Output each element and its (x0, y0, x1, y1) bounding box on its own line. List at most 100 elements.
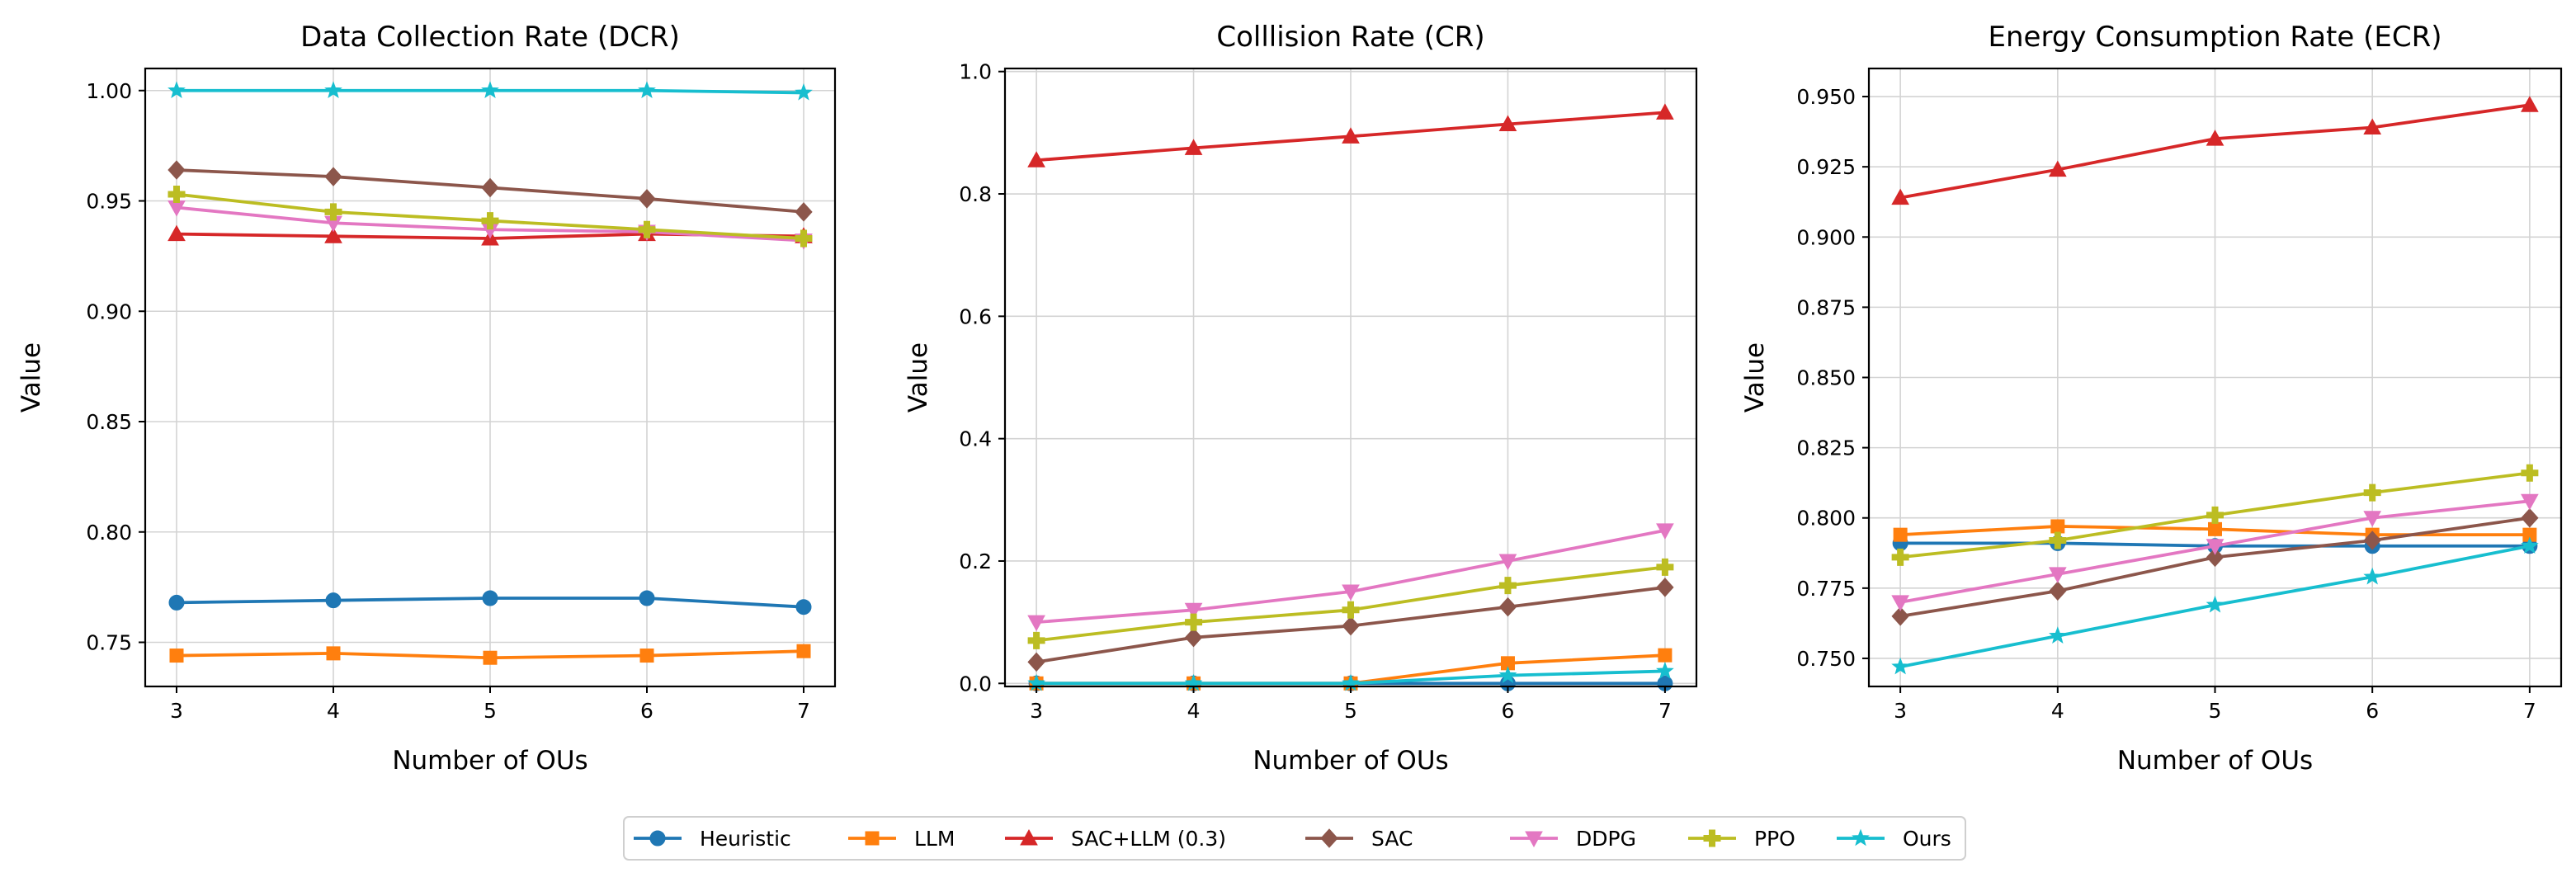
series-heuristic (168, 590, 812, 616)
data-point-ddpg (2206, 539, 2225, 555)
legend-marker-sac (1320, 828, 1338, 848)
data-point-ddpg (1891, 595, 1909, 611)
series-llm (169, 644, 811, 665)
chart-3: 3 4 5 6 7 0.750 0.775 0.800 0.825 0.850 0.875 0.900… (1740, 21, 2563, 776)
data-point-ppo (1342, 601, 1360, 619)
legend-label: SAC (1371, 827, 1413, 851)
data-point-sac (1891, 606, 1909, 626)
data-point-ours (481, 81, 499, 98)
x-tick-label: 7 (797, 699, 810, 723)
series-ppo (167, 185, 813, 248)
data-point-ours (2206, 595, 2225, 613)
data-point-ddpg (1656, 523, 1674, 540)
data-point-heuristic (325, 592, 342, 609)
data-point-llm (483, 650, 498, 665)
legend-item-ours: Ours (1837, 827, 1951, 851)
y-tick-label: 0.95 (86, 190, 132, 214)
series-sac (167, 160, 813, 222)
series-sac-llm-0-3 (1027, 103, 1674, 167)
data-point-sac (2206, 547, 2225, 568)
data-point-sac-llm-0-3 (1656, 103, 1674, 120)
data-point-ppo (795, 229, 813, 248)
data-point-ppo (167, 185, 186, 203)
data-point-sac (167, 160, 186, 180)
y-tick-label: 0.0 (959, 672, 992, 696)
data-point-ours (1656, 662, 1674, 679)
data-point-ours (638, 81, 656, 98)
data-point-sac (481, 177, 499, 198)
series-llm (1893, 519, 2537, 542)
data-point-sac-llm-0-3 (1184, 139, 1203, 155)
chart-title: Energy Consumption Rate (ECR) (1989, 21, 2442, 54)
legend-label: Ours (1903, 827, 1951, 851)
data-point-ours (1891, 657, 1910, 675)
y-tick-label: 0.80 (86, 521, 132, 545)
data-point-llm (2208, 521, 2222, 536)
data-point-sac (2363, 531, 2381, 550)
series-ppo (1891, 464, 2539, 566)
legend-marker-ddpg (1525, 831, 1543, 848)
data-point-sac (324, 167, 342, 186)
x-tick-label: 3 (1030, 699, 1043, 723)
y-tick-label: 0.90 (86, 300, 132, 323)
x-tick-label: 7 (2523, 699, 2536, 723)
data-point-ours (2520, 536, 2539, 554)
legend-marker-sac-llm-0-3 (1020, 828, 1038, 846)
series-ours (1891, 536, 2539, 675)
data-point-heuristic (795, 599, 812, 616)
y-tick-label: 0.8 (959, 182, 992, 206)
x-tick-label: 7 (1658, 699, 1672, 723)
y-tick-label: 0.850 (1796, 366, 1856, 390)
y-tick-label: 0.825 (1796, 436, 1856, 460)
x-tick-label: 4 (327, 699, 340, 723)
data-point-llm (796, 644, 811, 658)
data-point-ppo (1891, 548, 1909, 566)
data-point-sac (1342, 616, 1360, 636)
x-tick-label: 5 (1344, 699, 1357, 723)
y-tick-label: 0.900 (1796, 225, 1856, 249)
legend-marker-ppo (1703, 829, 1721, 847)
data-point-sac-llm-0-3 (167, 224, 186, 242)
series-ddpg (1027, 523, 1674, 632)
y-tick-label: 0.925 (1796, 155, 1856, 179)
legend-item-ppo: PPO (1688, 827, 1795, 851)
legend-marker-ours (1852, 828, 1870, 847)
data-point-sac-llm-0-3 (324, 227, 342, 243)
data-point-sac-llm-0-3 (2521, 96, 2539, 112)
series-ppo (1027, 558, 1674, 649)
data-point-ours (795, 83, 813, 101)
data-point-ppo (1185, 613, 1203, 631)
legend-box (623, 816, 1966, 861)
legend-item-llm: LLM (848, 827, 955, 851)
data-point-ours (167, 81, 186, 98)
x-tick-label: 4 (1187, 699, 1201, 723)
x-tick-label: 6 (640, 699, 653, 723)
data-point-sac (2049, 581, 2067, 601)
data-point-llm (639, 649, 654, 663)
data-point-sac-llm-0-3 (2206, 130, 2225, 146)
data-point-ppo (1027, 631, 1045, 649)
data-point-ppo (638, 220, 656, 238)
data-point-sac (638, 189, 656, 209)
data-point-sac-llm-0-3 (1342, 127, 1360, 144)
data-point-ddpg (1342, 584, 1360, 601)
data-point-ours (2363, 567, 2382, 585)
y-tick-label: 1.0 (959, 60, 992, 84)
legend-item-sac: SAC (1305, 827, 1413, 851)
data-point-ddpg (1027, 615, 1045, 632)
y-tick-label: 0.875 (1796, 295, 1856, 319)
x-tick-label: 3 (1894, 699, 1907, 723)
data-point-ours (324, 81, 342, 98)
y-tick-label: 0.750 (1796, 647, 1856, 671)
legend-marker-heuristic (649, 830, 666, 847)
data-point-ddpg (2363, 511, 2382, 527)
y-tick-label: 1.00 (86, 79, 132, 103)
chart-title: Colllision Rate (CR) (1216, 21, 1484, 54)
data-point-ours (2048, 626, 2067, 644)
y-axis-label: Value (1740, 342, 1770, 413)
y-tick-label: 0.800 (1796, 507, 1856, 531)
y-tick-label: 0.4 (959, 427, 992, 451)
data-point-sac (2521, 507, 2539, 528)
